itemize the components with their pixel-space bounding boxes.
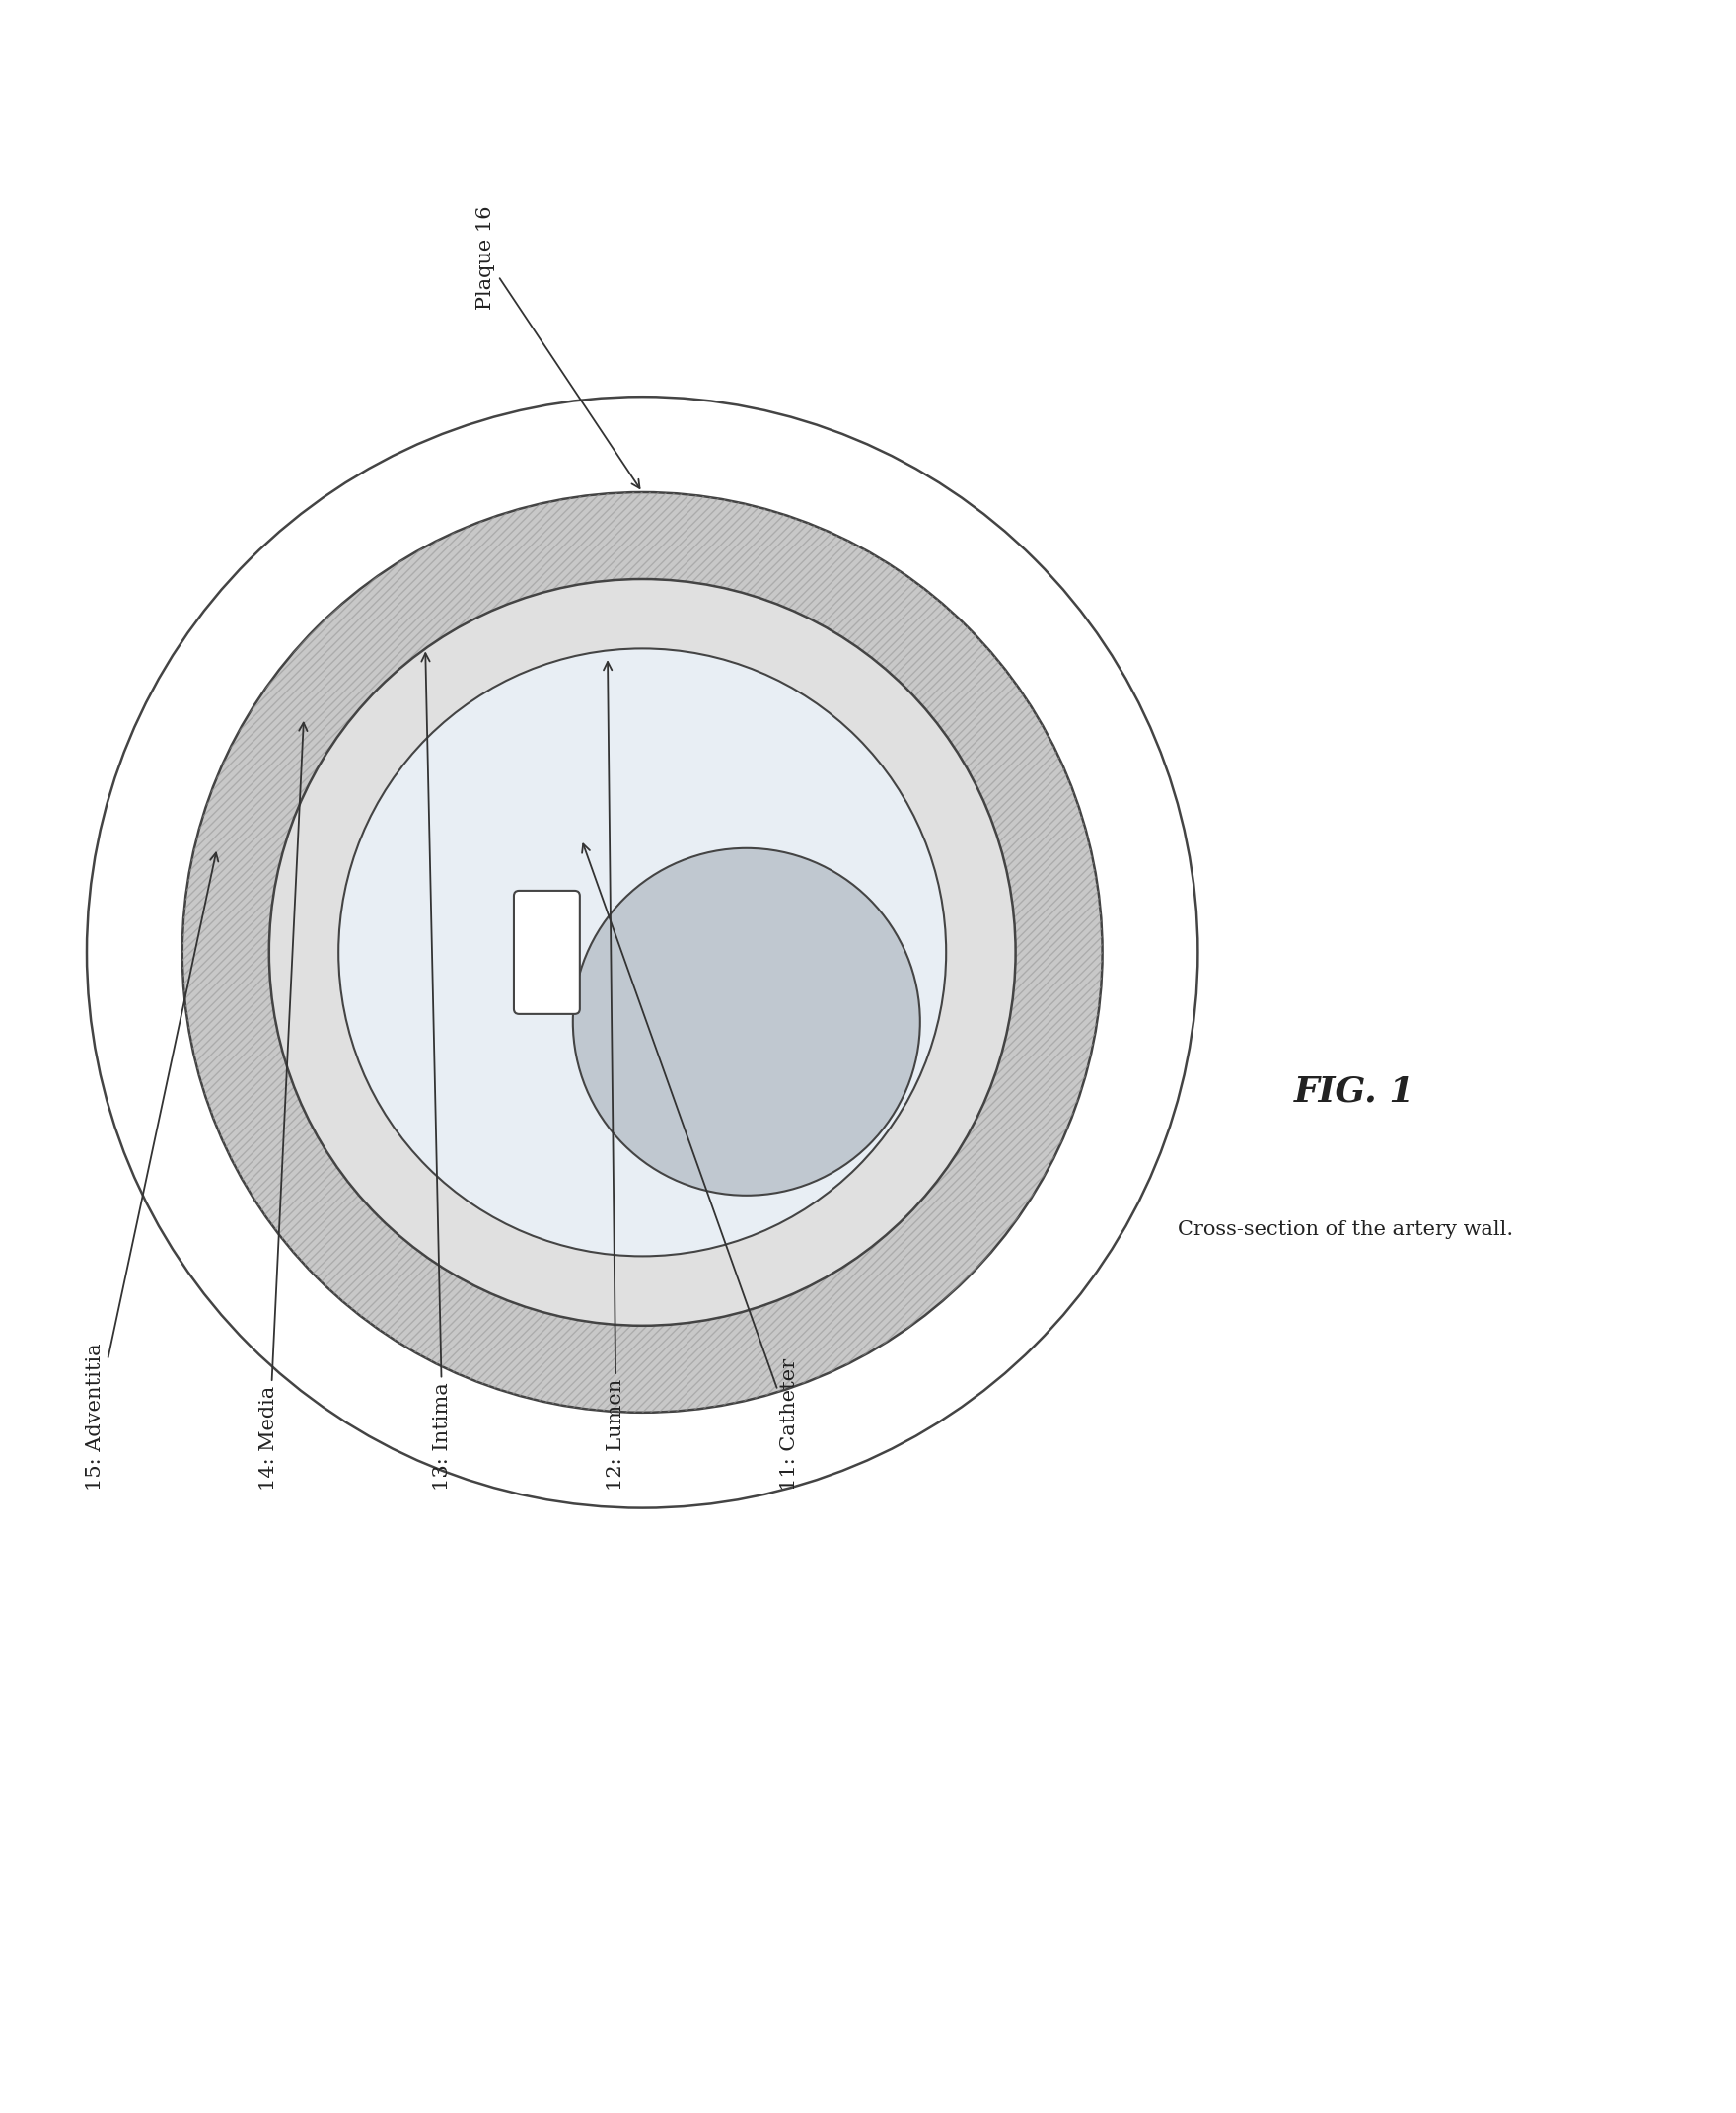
Text: 13: Intima: 13: Intima — [422, 653, 451, 1490]
Text: 14: Media: 14: Media — [260, 723, 307, 1490]
Text: Plaque 16: Plaque 16 — [477, 205, 639, 488]
Circle shape — [182, 492, 1102, 1411]
Text: 12: Lumen: 12: Lumen — [604, 661, 625, 1490]
Circle shape — [269, 579, 1016, 1325]
Circle shape — [339, 649, 946, 1255]
Text: 15: Adventitia: 15: Adventitia — [87, 854, 219, 1490]
Circle shape — [573, 847, 920, 1196]
Text: 11: Catheter: 11: Catheter — [582, 843, 799, 1490]
Text: Cross-section of the artery wall.: Cross-section of the artery wall. — [1177, 1221, 1514, 1240]
Text: FIG. 1: FIG. 1 — [1293, 1073, 1415, 1107]
Circle shape — [87, 397, 1198, 1509]
FancyBboxPatch shape — [514, 892, 580, 1014]
